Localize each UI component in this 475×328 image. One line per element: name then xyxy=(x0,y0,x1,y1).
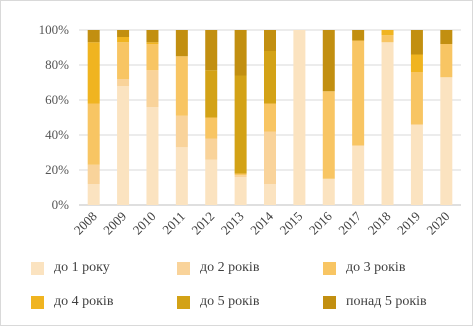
bar-segment xyxy=(117,37,130,43)
bar-segment xyxy=(175,147,188,205)
bar-segment xyxy=(322,178,335,205)
y-tick-label: 80% xyxy=(45,57,69,72)
bar-segment xyxy=(381,42,394,205)
bar-segment xyxy=(293,30,306,205)
bar-segment xyxy=(352,40,365,146)
bar-segment xyxy=(117,30,130,37)
bar-segment xyxy=(205,159,218,205)
bar-segment xyxy=(381,30,394,36)
x-tick-label: 2012 xyxy=(188,209,217,238)
legend-swatch xyxy=(323,261,336,275)
legend-label: до 2 років xyxy=(200,260,260,275)
bar-segment xyxy=(234,175,247,177)
x-tick-label: 2011 xyxy=(159,209,188,238)
bar-segment xyxy=(117,42,130,79)
y-axis-tick-labels: 0% 20% 40% 60% 80% 100% xyxy=(39,22,70,212)
stacked-bar-chart: 0%20%40%60%80%100% 2008 2009 2010 2011 2012 2… xyxy=(39,22,461,238)
legend-swatch xyxy=(31,295,44,309)
bar-segment xyxy=(264,184,276,205)
legend-swatch xyxy=(177,261,190,275)
legend-item: понад 5 років xyxy=(323,291,461,313)
legend-item: до 4 років xyxy=(31,291,169,313)
bar-segment xyxy=(146,70,159,107)
x-tick-label: 2013 xyxy=(218,209,247,238)
bar-segment xyxy=(234,177,247,205)
bar-segment xyxy=(205,70,218,118)
bar-segment xyxy=(205,117,218,139)
bar-segment xyxy=(264,131,276,184)
bar-segment xyxy=(410,30,423,55)
bar-segment xyxy=(322,30,335,92)
bar-segment xyxy=(146,30,159,43)
legend: до 1 року до 2 років до 3 років до 4 років д… xyxy=(31,257,461,313)
legend-swatch xyxy=(177,295,190,309)
bar-segment xyxy=(87,164,100,184)
x-tick-label: 2018 xyxy=(365,209,394,238)
bar-segment xyxy=(117,86,130,205)
bar-segment xyxy=(175,30,188,57)
bar-segment xyxy=(87,103,100,165)
bar-segment xyxy=(234,173,247,176)
bar-segment xyxy=(410,54,423,72)
legend-label: до 5 років xyxy=(200,294,260,309)
y-tick-label: 100% xyxy=(39,22,70,37)
bar-segment xyxy=(440,30,453,44)
x-axis-tick-labels: 2008 2009 2010 2011 2012 2013 2014 2015 2016 2017… xyxy=(71,208,453,237)
y-tick-label: 40% xyxy=(45,127,69,142)
bar-segment xyxy=(205,30,218,71)
x-tick-label: 2015 xyxy=(277,209,306,238)
legend-label: понад 5 років xyxy=(346,294,427,309)
bar-segment xyxy=(205,138,218,160)
legend-label: до 1 року xyxy=(54,260,110,275)
bar-segment xyxy=(234,30,247,76)
y-tick-label: 20% xyxy=(45,162,69,177)
bar-segment xyxy=(87,184,100,205)
bar-segment xyxy=(440,77,453,205)
bar-segment xyxy=(146,44,159,71)
x-tick-label: 2016 xyxy=(306,208,335,237)
bar-segment xyxy=(381,35,394,43)
bar-segment xyxy=(175,115,188,148)
x-tick-label: 2009 xyxy=(100,209,129,238)
x-tick-label: 2010 xyxy=(130,209,159,238)
bar-segment xyxy=(117,79,130,86)
bar-segment xyxy=(352,145,365,205)
bar-segment xyxy=(175,56,188,116)
legend-item: до 1 року xyxy=(31,257,169,279)
legend-item: до 3 років xyxy=(323,257,461,279)
bars xyxy=(87,30,453,205)
x-tick-label: 2020 xyxy=(423,209,452,238)
bar-segment xyxy=(146,107,159,205)
legend-item: до 5 років xyxy=(177,291,315,313)
legend-swatch xyxy=(31,261,44,275)
bar-segment xyxy=(264,51,276,104)
bar-segment xyxy=(322,91,335,179)
x-tick-label: 2017 xyxy=(335,208,364,237)
bar-segment xyxy=(410,72,423,125)
legend-swatch xyxy=(323,295,336,309)
x-tick-label: 2008 xyxy=(71,209,100,238)
x-tick-label: 2014 xyxy=(247,208,276,237)
bar-segment xyxy=(234,75,247,174)
x-tick-label: 2019 xyxy=(394,209,423,238)
bar-segment xyxy=(146,42,159,44)
bar-segment xyxy=(440,44,453,78)
legend-label: до 4 років xyxy=(54,294,114,309)
bar-segment xyxy=(87,42,100,104)
bar-segment xyxy=(352,30,365,41)
legend-label: до 3 років xyxy=(346,260,406,275)
bar-segment xyxy=(87,30,100,43)
bar-segment xyxy=(410,124,423,205)
y-tick-label: 60% xyxy=(45,92,69,107)
bar-segment xyxy=(264,30,276,51)
y-tick-label: 0% xyxy=(52,197,70,212)
bar-segment xyxy=(264,103,276,132)
legend-item: до 2 років xyxy=(177,257,315,279)
